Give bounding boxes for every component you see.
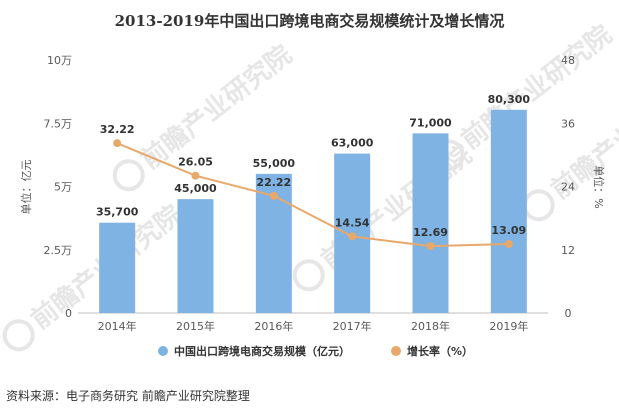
bar-data-label: 55,000 [253,157,296,170]
left-tick-labels: 0 2.5万 5万 7.5万 10万 [44,54,73,320]
line-point [348,232,357,241]
x-tick-label: 2018年 [411,319,450,333]
legend-line-marker [391,346,401,356]
left-tick-label: 5万 [54,181,72,194]
bar-series [99,109,527,313]
right-tick-label: 24 [561,181,575,194]
bar-data-labels: 35,700 45,000 55,000 63,000 71,000 80,300 [96,93,530,219]
line-point [191,171,200,180]
right-tick-label: 36 [561,117,575,130]
bar-data-label: 35,700 [96,206,139,219]
bar-data-label: 71,000 [409,116,452,129]
growth-line [116,142,509,248]
watermark: 前瞻产业研究院 [2,199,188,352]
left-tick-label: 10万 [47,54,72,67]
bar [490,109,527,313]
bar-data-label: 80,300 [488,93,531,106]
x-tick-label: 2014年 [98,319,137,333]
watermark-logo-icon [522,189,555,222]
left-tick-label: 7.5万 [44,117,73,130]
x-tick-label: 2017年 [333,319,372,333]
chart-title: 2013-2019年中国出口跨境电商交易规模统计及增长情况 [115,12,505,30]
line-point [426,242,435,251]
line-data-label: 22.22 [256,176,291,189]
right-tick-label: 48 [561,54,575,67]
left-axis-label: 单位：亿元 [19,160,33,215]
watermark-logo-icon [292,259,325,292]
right-tick-label: 12 [561,244,575,257]
left-tick-label: 2.5万 [44,244,73,257]
line-data-label: 26.05 [178,156,213,169]
bar [177,199,214,313]
bar [99,222,136,313]
right-tick-label: 0 [565,307,572,320]
line-point [113,139,122,148]
line-point [269,191,278,200]
line-data-label: 13.09 [491,224,526,237]
legend-bar-label: 中国出口跨境电商交易规模（亿元） [174,344,350,358]
watermark-text: 前瞻产业研究院 [455,19,618,155]
line-data-labels: 32.22 26.05 22.22 14.54 12.69 13.09 [100,123,526,239]
line-point [504,240,513,249]
left-tick-label: 0 [65,307,72,320]
legend-bar-marker [158,346,168,356]
x-tick-label: 2015年 [176,319,215,333]
line-series [113,139,513,251]
watermark: 前瞻产业研究院 [112,39,298,192]
x-tick-labels: 2014年 2015年 2016年 2017年 2018年 2019年 [98,319,529,333]
x-tick-label: 2016年 [254,319,293,333]
source-note: 资料来源：电子商务研究 前瞻产业研究院整理 [6,388,250,403]
bar [412,133,449,313]
x-tick-label: 2019年 [489,319,528,333]
line-data-label: 12.69 [413,226,448,239]
watermark-text: 前瞻产业研究院 [135,39,298,175]
line-data-label: 14.54 [335,216,370,229]
line-data-label: 32.22 [100,123,135,136]
bar-data-label: 45,000 [174,182,217,195]
right-axis-label: 单位：% [592,165,606,208]
legend: 中国出口跨境电商交易规模（亿元） 增长率（%） [158,344,473,358]
bar-data-label: 63,000 [331,137,374,150]
right-tick-labels: 0 12 24 36 48 [561,54,575,320]
watermark-logo-icon [112,159,145,192]
legend-line-label: 增长率（%） [407,344,473,358]
watermark-logo-icon [2,319,35,352]
